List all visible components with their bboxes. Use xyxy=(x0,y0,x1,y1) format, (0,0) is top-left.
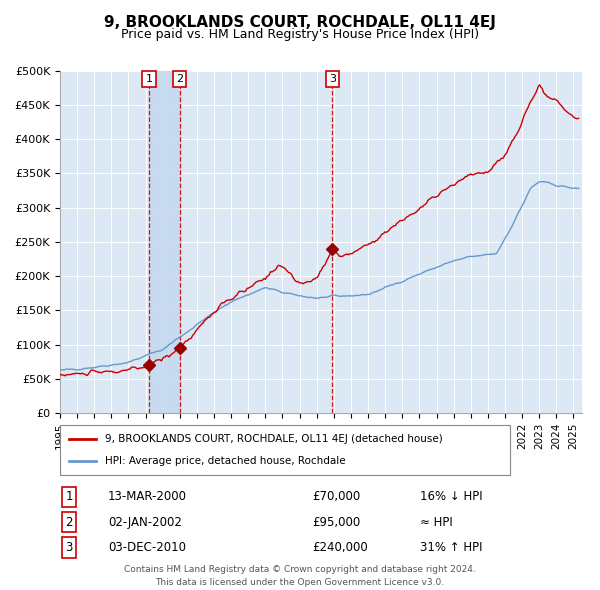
Text: 2: 2 xyxy=(176,74,184,84)
Text: £240,000: £240,000 xyxy=(312,541,368,554)
Text: 13-MAR-2000: 13-MAR-2000 xyxy=(108,490,187,503)
Text: £70,000: £70,000 xyxy=(312,490,360,503)
Text: 02-JAN-2002: 02-JAN-2002 xyxy=(108,516,182,529)
Text: 03-DEC-2010: 03-DEC-2010 xyxy=(108,541,186,554)
Text: 1: 1 xyxy=(145,74,152,84)
Text: 16% ↓ HPI: 16% ↓ HPI xyxy=(420,490,482,503)
Text: 31% ↑ HPI: 31% ↑ HPI xyxy=(420,541,482,554)
Text: £95,000: £95,000 xyxy=(312,516,360,529)
Text: 9, BROOKLANDS COURT, ROCHDALE, OL11 4EJ: 9, BROOKLANDS COURT, ROCHDALE, OL11 4EJ xyxy=(104,15,496,30)
Text: 3: 3 xyxy=(65,541,73,554)
FancyBboxPatch shape xyxy=(60,425,510,475)
Text: Price paid vs. HM Land Registry's House Price Index (HPI): Price paid vs. HM Land Registry's House … xyxy=(121,28,479,41)
Text: HPI: Average price, detached house, Rochdale: HPI: Average price, detached house, Roch… xyxy=(105,456,346,466)
Text: 3: 3 xyxy=(329,74,336,84)
Text: 9, BROOKLANDS COURT, ROCHDALE, OL11 4EJ (detached house): 9, BROOKLANDS COURT, ROCHDALE, OL11 4EJ … xyxy=(105,434,443,444)
Text: 2: 2 xyxy=(65,516,73,529)
Text: ≈ HPI: ≈ HPI xyxy=(420,516,453,529)
Text: Contains HM Land Registry data © Crown copyright and database right 2024.
This d: Contains HM Land Registry data © Crown c… xyxy=(124,565,476,587)
Bar xyxy=(149,71,180,413)
Text: 1: 1 xyxy=(65,490,73,503)
